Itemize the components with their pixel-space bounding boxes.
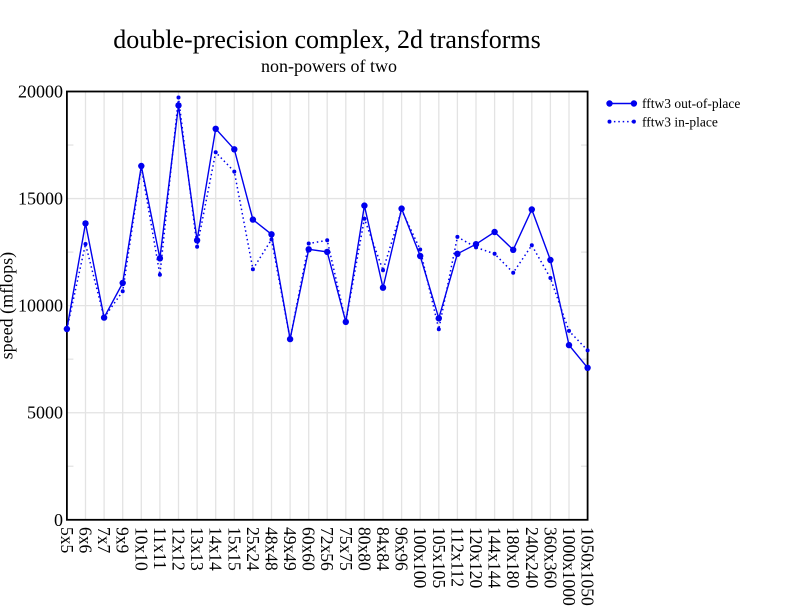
- svg-text:non-powers of two: non-powers of two: [261, 56, 397, 76]
- svg-text:11x11: 11x11: [150, 527, 170, 569]
- svg-text:20000: 20000: [18, 82, 63, 102]
- svg-text:10000: 10000: [18, 296, 63, 316]
- svg-text:60x60: 60x60: [299, 527, 319, 571]
- svg-text:120x120: 120x120: [466, 527, 486, 589]
- svg-text:240x240: 240x240: [522, 527, 542, 589]
- svg-text:12x12: 12x12: [169, 527, 189, 571]
- svg-text:72x56: 72x56: [317, 527, 337, 571]
- svg-text:speed (mflops): speed (mflops): [0, 252, 18, 359]
- svg-text:180x180: 180x180: [503, 527, 523, 589]
- svg-text:0: 0: [54, 510, 63, 530]
- svg-text:9x9: 9x9: [113, 527, 133, 554]
- svg-text:5000: 5000: [27, 403, 63, 423]
- svg-text:13x13: 13x13: [187, 527, 207, 571]
- svg-text:double-precision complex, 2d t: double-precision complex, 2d transforms: [113, 25, 540, 54]
- svg-text:15x15: 15x15: [224, 527, 244, 571]
- svg-text:10x10: 10x10: [131, 527, 151, 571]
- svg-text:1050x1050: 1050x1050: [578, 527, 598, 606]
- svg-text:5x5: 5x5: [57, 527, 77, 554]
- svg-text:15000: 15000: [18, 189, 63, 209]
- svg-text:49x49: 49x49: [280, 527, 300, 571]
- svg-text:1000x1000: 1000x1000: [559, 527, 579, 606]
- svg-text:fftw3 out-of-place: fftw3 out-of-place: [642, 96, 740, 111]
- svg-text:48x48: 48x48: [262, 527, 282, 571]
- svg-text:144x144: 144x144: [485, 527, 505, 589]
- svg-text:112x112: 112x112: [447, 527, 467, 587]
- svg-text:360x360: 360x360: [540, 527, 560, 589]
- svg-text:7x7: 7x7: [94, 527, 114, 554]
- svg-text:6x6: 6x6: [76, 527, 96, 554]
- svg-text:80x80: 80x80: [354, 527, 374, 571]
- svg-text:75x75: 75x75: [336, 527, 356, 571]
- svg-text:84x84: 84x84: [373, 527, 393, 571]
- svg-text:96x96: 96x96: [392, 527, 412, 571]
- svg-text:14x14: 14x14: [206, 527, 226, 571]
- svg-text:105x105: 105x105: [429, 527, 449, 589]
- svg-text:fftw3 in-place: fftw3 in-place: [642, 114, 718, 129]
- svg-text:25x24: 25x24: [243, 527, 263, 571]
- svg-text:100x100: 100x100: [410, 527, 430, 589]
